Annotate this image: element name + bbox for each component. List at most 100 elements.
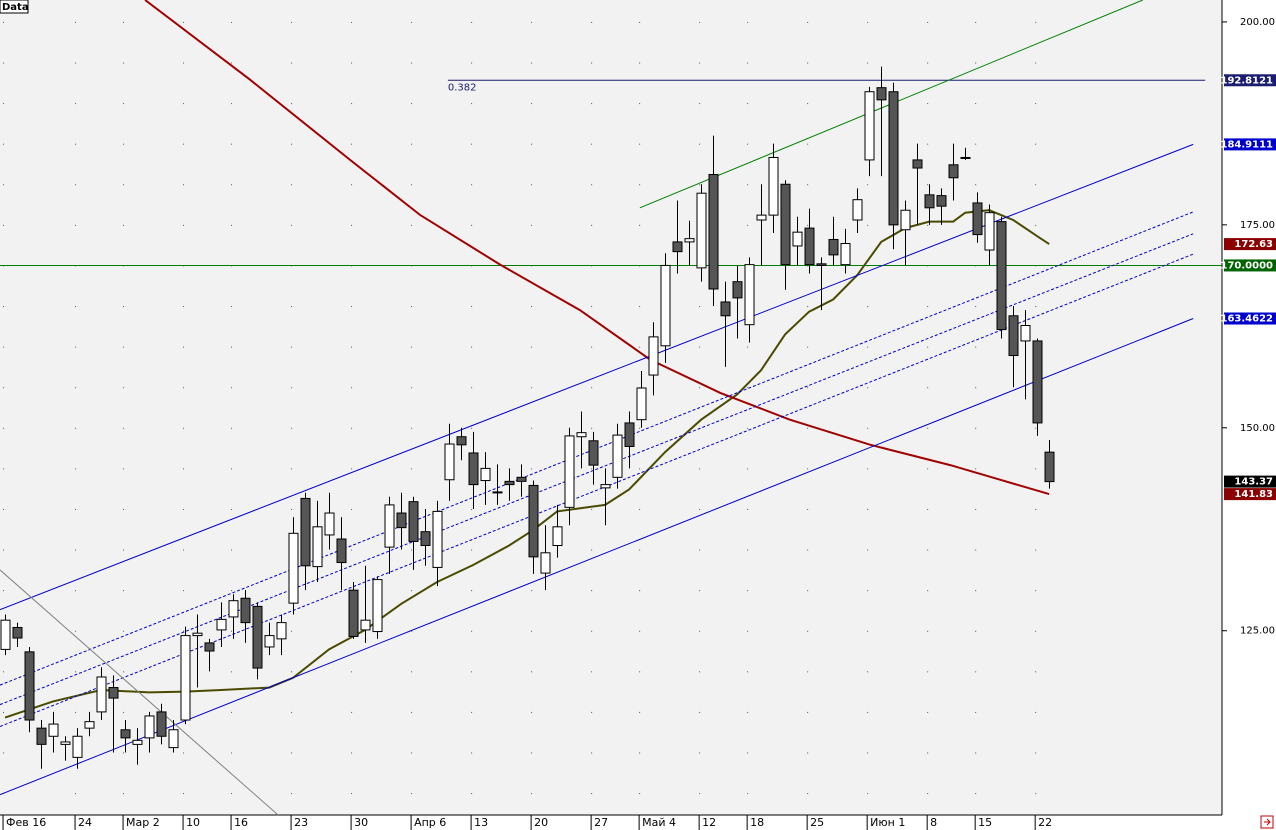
grid-dot [639,62,641,64]
grid-dot [867,671,869,673]
x-tick-label: 18 [750,816,764,829]
grid-dot [867,184,869,186]
grid-dot [183,752,185,754]
grid-dot [183,630,185,632]
grid-dot [975,468,977,470]
grid-dot [699,508,701,510]
x-tick-label: 12 [702,816,716,829]
grid-dot [231,427,233,429]
grid-dot [291,143,293,145]
grid-dot [975,752,977,754]
grid-dot [591,468,593,470]
grid-dot [867,306,869,308]
grid-dot [747,346,749,348]
grid-dot [123,427,125,429]
candle-body [972,202,983,236]
grid-dot [411,468,413,470]
price-label-box [1224,238,1276,251]
grid-dot [975,346,977,348]
price-axis [1222,0,1276,830]
grid-dot [183,306,185,308]
grid-dot [411,549,413,551]
candle-body [252,605,263,669]
grid-dot [639,752,641,754]
grid-dot [639,711,641,713]
candle-body [240,597,251,624]
candle-body [84,721,95,729]
candle-body [264,635,275,648]
grid-dot [975,671,977,673]
candle-body [588,440,599,466]
grid-dot [123,590,125,592]
grid-dot [1035,508,1037,510]
y-tick-label: 200.00 [1240,17,1275,28]
grid-dot [291,508,293,510]
candle-body [912,159,923,169]
grid-dot [867,508,869,510]
grid-dot [75,62,77,64]
grid-dot [699,793,701,795]
grid-dot [3,306,5,308]
grid-dot [1035,793,1037,795]
candle-body [1008,315,1019,357]
price-label-box [1224,74,1276,87]
grid-dot [927,549,929,551]
grid-dot [699,549,701,551]
candle-body [36,727,47,745]
candle-body [12,626,23,639]
grid-dot [471,752,473,754]
grid-dot [927,671,929,673]
grid-dot [531,103,533,105]
grid-dot [807,590,809,592]
grid-dot [123,508,125,510]
grid-dot [927,143,929,145]
candle-body [828,238,839,256]
grid-dot [1035,711,1037,713]
candle-body [132,739,143,745]
grid-dot [699,103,701,105]
grid-dot [807,427,809,429]
candle-body [372,579,383,633]
candle-body [996,221,1007,331]
x-tick-label: 23 [294,816,308,829]
grid-dot [291,793,293,795]
grid-dot [183,468,185,470]
candle-body [48,723,59,737]
grid-dot [411,62,413,64]
x-tick-label: 13 [474,816,488,829]
grid-dot [75,306,77,308]
grid-dot [123,793,125,795]
candle-body [456,436,467,446]
grid-dot [123,21,125,23]
grid-dot [411,671,413,673]
candle-body [336,538,347,564]
grid-dot [471,793,473,795]
candle-body [180,635,191,721]
grid-dot [75,346,77,348]
indicator-line [4,209,1050,719]
grid-dot [351,427,353,429]
grid-dot [351,224,353,226]
grid-dot [807,671,809,673]
grid-dot [699,387,701,389]
overlays: 0.382 [0,0,1222,816]
candle-body [756,214,767,221]
grid-dot [699,468,701,470]
grid-dot [807,224,809,226]
grid-dot [867,21,869,23]
grid-dot [591,387,593,389]
candle-body [492,491,503,494]
grid-dot [591,793,593,795]
grid-dot [351,671,353,673]
grid-dot [867,752,869,754]
candle-body [408,501,419,542]
grid-dot [699,62,701,64]
grid-dot [75,387,77,389]
grid-dot [927,427,929,429]
candle-body [504,480,515,486]
grid-dot [927,508,929,510]
grid-dot [471,427,473,429]
grid-dot [291,306,293,308]
grid-dot [291,346,293,348]
grid-dot [867,630,869,632]
